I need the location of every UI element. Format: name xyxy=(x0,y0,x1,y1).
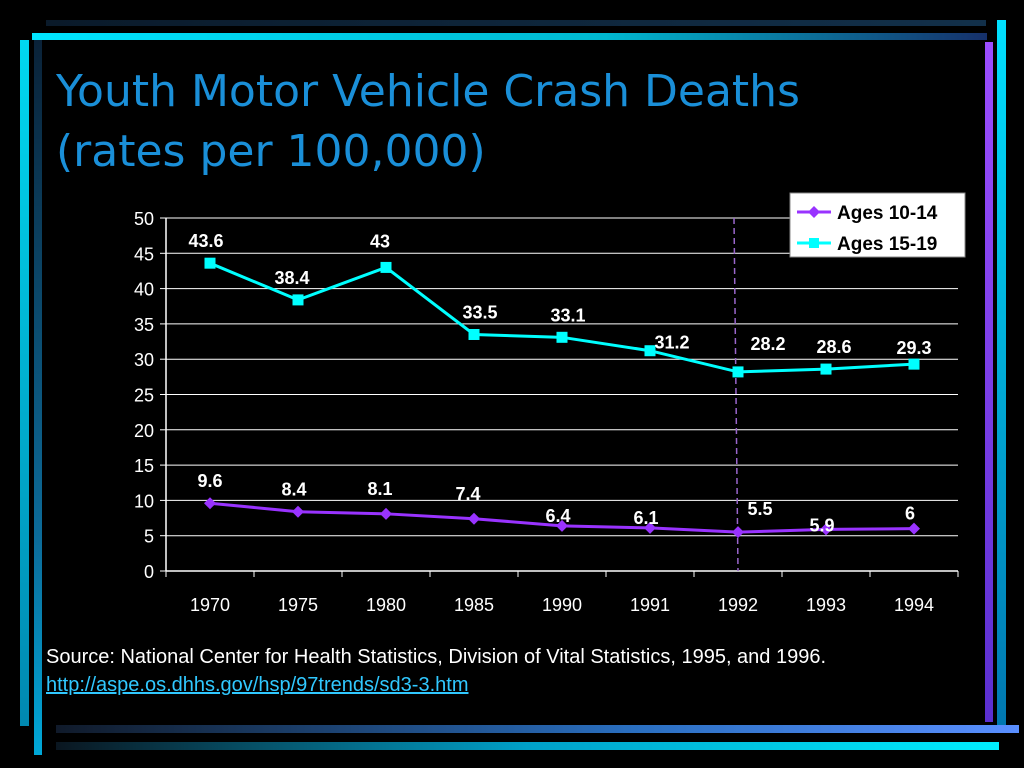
data-label: 7.4 xyxy=(455,484,480,504)
y-tick-label: 50 xyxy=(134,209,154,229)
frame-top-bar xyxy=(32,33,987,40)
x-tick-label: 1970 xyxy=(190,595,230,615)
data-label: 29.3 xyxy=(896,338,931,358)
data-label: 28.6 xyxy=(816,337,851,357)
slide-title-line-2: (rates per 100,000) xyxy=(56,126,486,177)
data-label: 6 xyxy=(905,504,915,524)
frame-left-bar-2 xyxy=(34,40,42,755)
data-point-diamond xyxy=(644,521,656,534)
frame-left-bar xyxy=(20,40,29,726)
data-label: 6.4 xyxy=(545,506,570,526)
data-point-diamond xyxy=(380,507,392,520)
y-tick-label: 25 xyxy=(134,386,154,406)
data-label: 8.1 xyxy=(367,479,392,499)
source-link[interactable]: http://aspe.os.dhhs.gov/hsp/97trends/sd3… xyxy=(46,674,469,696)
x-tick-label: 1994 xyxy=(894,595,934,615)
data-label: 38.4 xyxy=(274,268,309,288)
data-label: 43.6 xyxy=(188,231,223,251)
data-label: 8.4 xyxy=(281,480,306,500)
data-point-diamond xyxy=(292,505,304,518)
y-tick-label: 15 xyxy=(134,456,154,476)
y-tick-label: 10 xyxy=(134,491,154,511)
data-label: 33.1 xyxy=(550,305,585,325)
vertical-marker-line xyxy=(733,217,739,572)
data-point-diamond xyxy=(556,519,568,532)
x-tick-label: 1993 xyxy=(806,595,846,615)
data-point-square xyxy=(204,257,216,269)
series-1-group: 9.6 8.4 8.1 7.4 6.4 6.1 5.5 5.9 6 xyxy=(197,471,920,539)
data-point-square xyxy=(908,358,920,370)
data-label: 31.2 xyxy=(654,333,689,353)
data-point-square xyxy=(732,366,744,378)
data-point-square xyxy=(468,328,480,340)
frame-bottom-bar xyxy=(56,725,1019,733)
data-point-square xyxy=(820,363,832,375)
data-point-diamond xyxy=(820,523,832,536)
slide-title-line-1: Youth Motor Vehicle Crash Deaths xyxy=(56,66,800,117)
data-point-diamond xyxy=(468,512,480,525)
frame-bottom-bar-2 xyxy=(56,742,999,750)
data-label: 6.1 xyxy=(633,508,658,528)
x-tick-label: 1992 xyxy=(718,595,758,615)
x-tick-label: 1975 xyxy=(278,595,318,615)
data-point-square xyxy=(556,331,568,343)
data-label: 28.2 xyxy=(750,334,785,354)
y-tick-label: 20 xyxy=(134,421,154,441)
y-tick-label: 30 xyxy=(134,350,154,370)
data-label: 5.9 xyxy=(809,515,834,535)
source-note: Source: National Center for Health Stati… xyxy=(46,643,986,699)
x-tick-label: 1980 xyxy=(366,595,406,615)
y-tick-label: 45 xyxy=(134,244,154,264)
frame-top-bar-shadow xyxy=(46,20,986,26)
x-tick-label: 1990 xyxy=(542,595,582,615)
data-point-square xyxy=(292,294,304,306)
slide-title: Youth Motor Vehicle Crash Deaths (rates … xyxy=(56,62,976,182)
legend-marker-square xyxy=(809,238,819,248)
data-point-square xyxy=(644,345,656,357)
frame-right-bar xyxy=(985,42,993,722)
x-tick-label: 1991 xyxy=(630,595,670,615)
data-point-diamond xyxy=(908,522,920,535)
data-label: 43 xyxy=(370,231,390,251)
frame-right-bar-2 xyxy=(997,20,1006,725)
legend-label: Ages 15-19 xyxy=(837,234,937,255)
data-point-square xyxy=(380,261,392,273)
x-tick-label: 1985 xyxy=(454,595,494,615)
data-label: 5.5 xyxy=(747,499,772,519)
y-tick-label: 0 xyxy=(144,562,154,582)
y-tick-label: 5 xyxy=(144,527,154,547)
y-tick-label: 35 xyxy=(134,315,154,335)
series-2-group: 43.6 38.4 43 33.5 33.1 31.2 28.2 28.6 29.3 xyxy=(188,231,932,378)
data-point-diamond xyxy=(732,526,744,539)
data-point-diamond xyxy=(204,497,216,510)
source-text: Source: National Center for Health Stati… xyxy=(46,646,827,668)
legend-box xyxy=(789,192,966,258)
legend-label: Ages 10-14 xyxy=(837,203,938,224)
data-label: 9.6 xyxy=(197,471,222,491)
legend-marker-diamond xyxy=(808,206,820,218)
y-tick-label: 40 xyxy=(134,280,154,300)
data-label: 33.5 xyxy=(462,302,497,322)
legend: Ages 10-14 Ages 15-19 xyxy=(789,192,966,258)
